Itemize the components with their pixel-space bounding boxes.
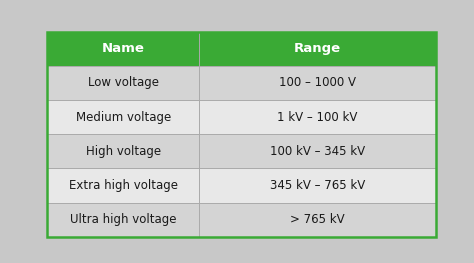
- Text: Name: Name: [102, 42, 145, 55]
- Text: Range: Range: [294, 42, 341, 55]
- Text: 100 kV – 345 kV: 100 kV – 345 kV: [270, 145, 365, 158]
- Text: 1 kV – 100 kV: 1 kV – 100 kV: [277, 110, 358, 124]
- Bar: [47, 100, 436, 134]
- Bar: [47, 203, 436, 237]
- Bar: [47, 134, 436, 168]
- Text: 100 – 1000 V: 100 – 1000 V: [279, 76, 356, 89]
- Bar: [47, 32, 436, 66]
- Bar: [47, 66, 436, 100]
- Text: High voltage: High voltage: [86, 145, 161, 158]
- Text: > 765 kV: > 765 kV: [290, 213, 345, 226]
- Text: Extra high voltage: Extra high voltage: [69, 179, 178, 192]
- Text: 345 kV – 765 kV: 345 kV – 765 kV: [270, 179, 365, 192]
- Text: Ultra high voltage: Ultra high voltage: [70, 213, 176, 226]
- Bar: [47, 32, 436, 237]
- Text: Low voltage: Low voltage: [88, 76, 159, 89]
- Text: Medium voltage: Medium voltage: [76, 110, 171, 124]
- Bar: [47, 168, 436, 203]
